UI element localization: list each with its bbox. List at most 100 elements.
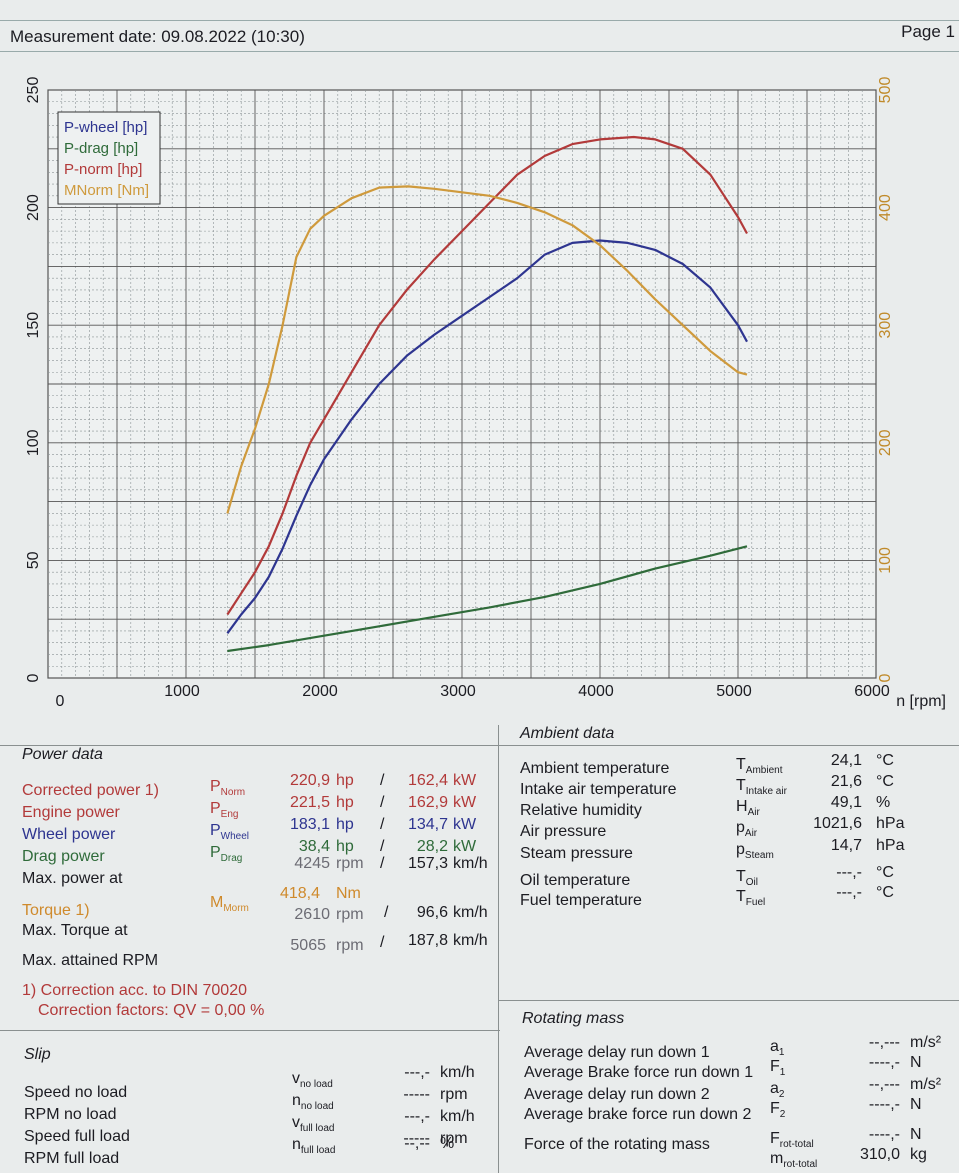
- legend-entry: P-drag [hp]: [64, 140, 138, 157]
- slip-row-unit: rpm: [440, 1086, 468, 1103]
- series-line-0: [226, 239, 748, 634]
- rotating-row-symbol: Frot-total: [770, 1130, 814, 1151]
- power-row-kw-unit: kW: [453, 816, 477, 833]
- y-left-tick-label: 150: [25, 312, 42, 339]
- max-torque-label: Max. Torque at: [22, 922, 128, 939]
- ambient-row-label: Ambient temperature: [520, 760, 670, 777]
- power-row-kw: 162,9: [407, 794, 448, 811]
- slip-row-value: --,--: [404, 1135, 430, 1152]
- rotating-row-label: Average delay run down 2: [524, 1086, 710, 1103]
- power-row-kw-unit: kW: [453, 794, 477, 811]
- y-left-tick-label: 100: [25, 429, 42, 456]
- rotating-row-unit: m/s²: [910, 1076, 942, 1093]
- max-power-speed: 157,3: [407, 855, 448, 872]
- legend-entry: P-norm [hp]: [64, 161, 142, 178]
- ambient-data-title: Ambient data: [520, 725, 615, 742]
- power-row-kw: 28,2: [416, 838, 448, 855]
- x-tick-label: 2000: [302, 683, 338, 700]
- slip-row-unit: %: [440, 1135, 455, 1152]
- power-row-hp: 221,5: [289, 794, 330, 811]
- power-row-hp-unit: hp: [336, 772, 354, 789]
- y-right-tick-label: 100: [877, 547, 894, 574]
- rotating-row-value: --,---: [868, 1034, 900, 1051]
- power-row-symbol: PDrag: [210, 844, 243, 865]
- section-divider: [0, 745, 959, 746]
- correction-factors: Correction factors: QV = 0,00 %: [38, 1002, 265, 1019]
- x-tick-label: 6000: [854, 683, 890, 700]
- max-power-rpm-unit: rpm: [336, 855, 364, 872]
- section-divider: [498, 1000, 959, 1001]
- power-row-hp-unit: hp: [336, 838, 354, 855]
- ambient-row-value: ---,-: [836, 884, 862, 901]
- report-header: Measurement date: 09.08.2022 (10:30) Pag…: [0, 20, 959, 52]
- x-tick-label: 3000: [440, 683, 476, 700]
- rotating-mass-title: Rotating mass: [522, 1010, 625, 1027]
- ambient-row-unit: %: [876, 794, 891, 811]
- rotating-row-label: Average delay run down 1: [524, 1044, 710, 1061]
- x-tick-label: 4000: [578, 683, 614, 700]
- ambient-row-value: 14,7: [830, 837, 862, 854]
- rotating-row-value: 310,0: [859, 1146, 900, 1163]
- y-right-tick-label: 0: [877, 673, 894, 682]
- rotating-row-label: Average brake force run down 2: [524, 1106, 752, 1123]
- ambient-row-symbol: TFuel: [736, 888, 766, 909]
- power-row-sep: /: [380, 816, 385, 833]
- ambient-row-value: 1021,6: [813, 815, 862, 832]
- torque-symbol: MMorm: [210, 894, 249, 915]
- legend-entry: P-wheel [hp]: [64, 119, 147, 136]
- power-row-hp: 38,4: [298, 838, 330, 855]
- ambient-row-symbol: TOil: [736, 868, 759, 889]
- max-rpm-label: Max. attained RPM: [22, 952, 159, 969]
- ambient-row-value: 24,1: [830, 752, 862, 769]
- rotating-row-symbol: a1: [770, 1038, 785, 1059]
- ambient-row-unit: hPa: [876, 837, 905, 854]
- power-row-kw-unit: kW: [453, 772, 477, 789]
- max-torque-speed-unit: km/h: [453, 904, 488, 921]
- max-torque-sep: /: [384, 904, 389, 921]
- rotating-row-unit: N: [910, 1126, 922, 1143]
- power-row-label: Corrected power 1): [22, 782, 159, 799]
- power-row-sep: /: [380, 838, 385, 855]
- legend-box: [57, 111, 161, 205]
- max-torque-rpm: 2610: [294, 906, 330, 923]
- slip-row-value: -----: [403, 1130, 430, 1147]
- torque-unit: Nm: [336, 885, 361, 902]
- rotating-row-symbol: a2: [770, 1080, 785, 1101]
- power-row-hp-unit: hp: [336, 794, 354, 811]
- rotating-row-symbol: F1: [770, 1058, 786, 1079]
- section-divider-vertical: [498, 725, 499, 1173]
- series-line-1: [227, 545, 748, 653]
- y-left-tick-label: 250: [25, 77, 42, 104]
- section-divider: [0, 1030, 500, 1031]
- y-left-tick-label: 50: [25, 551, 42, 569]
- ambient-row-label: Relative humidity: [520, 802, 642, 819]
- rotating-row-label: Average Brake force run down 1: [524, 1064, 754, 1081]
- slip-row-symbol: vfull load: [292, 1114, 335, 1135]
- legend-entry: MNorm [Nm]: [64, 182, 149, 199]
- power-row-kw: 134,7: [407, 816, 448, 833]
- y-left-tick-label: 0: [25, 673, 42, 682]
- series-line-3: [226, 185, 748, 514]
- power-row-hp: 183,1: [289, 816, 330, 833]
- slip-row-label: RPM full load: [24, 1150, 120, 1167]
- power-row-sep: /: [380, 794, 385, 811]
- y-right-tick-label: 500: [877, 77, 894, 104]
- slip-row-symbol: nfull load: [292, 1136, 336, 1157]
- power-row-hp-unit: hp: [336, 816, 354, 833]
- max-rpm-value: 5065: [290, 937, 326, 954]
- power-row-symbol: PEng: [210, 800, 239, 821]
- ambient-row-value: ---,-: [836, 864, 862, 881]
- max-power-rpm: 4245: [294, 855, 330, 872]
- rotating-row-unit: kg: [910, 1146, 927, 1163]
- ambient-row-label: Steam pressure: [520, 845, 633, 862]
- slip-row-unit: rpm: [440, 1130, 468, 1147]
- max-power-label: Max. power at: [22, 870, 123, 887]
- ambient-row-unit: °C: [876, 773, 894, 790]
- x-tick-label: 0: [56, 693, 65, 710]
- ambient-row-unit: °C: [876, 752, 894, 769]
- ambient-row-symbol: HAir: [736, 798, 760, 819]
- slip-row-value: ---,-: [404, 1064, 430, 1081]
- ambient-row-label: Fuel temperature: [520, 892, 642, 909]
- y-left-tick-label: 200: [25, 194, 42, 221]
